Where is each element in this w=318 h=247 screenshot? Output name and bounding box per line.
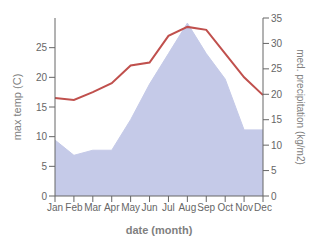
svg-text:Jun: Jun bbox=[141, 202, 157, 213]
svg-text:35: 35 bbox=[271, 13, 283, 24]
svg-text:5: 5 bbox=[271, 165, 277, 176]
svg-text:Sep: Sep bbox=[197, 202, 215, 213]
svg-text:10: 10 bbox=[36, 131, 48, 142]
svg-text:Dec: Dec bbox=[254, 202, 272, 213]
svg-text:15: 15 bbox=[36, 102, 48, 113]
svg-text:Aug: Aug bbox=[178, 202, 196, 213]
svg-text:0: 0 bbox=[271, 191, 277, 202]
svg-text:15: 15 bbox=[271, 114, 283, 125]
svg-text:10: 10 bbox=[271, 140, 283, 151]
svg-text:Mar: Mar bbox=[84, 202, 102, 213]
svg-text:25: 25 bbox=[36, 42, 48, 53]
svg-text:Feb: Feb bbox=[65, 202, 83, 213]
svg-text:Oct: Oct bbox=[217, 202, 233, 213]
svg-text:Jan: Jan bbox=[47, 202, 63, 213]
svg-text:date (month): date (month) bbox=[126, 224, 193, 236]
svg-text:20: 20 bbox=[36, 72, 48, 83]
svg-text:Nov: Nov bbox=[235, 202, 253, 213]
svg-text:20: 20 bbox=[271, 89, 283, 100]
svg-text:May: May bbox=[121, 202, 140, 213]
svg-text:25: 25 bbox=[271, 63, 283, 74]
svg-text:5: 5 bbox=[41, 161, 47, 172]
svg-text:30: 30 bbox=[271, 38, 283, 49]
svg-text:Apr: Apr bbox=[104, 202, 120, 213]
svg-text:Jul: Jul bbox=[162, 202, 175, 213]
svg-text:max temp (C): max temp (C) bbox=[11, 74, 23, 141]
svg-text:med. precipitation (kg/m2): med. precipitation (kg/m2) bbox=[295, 49, 306, 165]
svg-text:0: 0 bbox=[41, 191, 47, 202]
